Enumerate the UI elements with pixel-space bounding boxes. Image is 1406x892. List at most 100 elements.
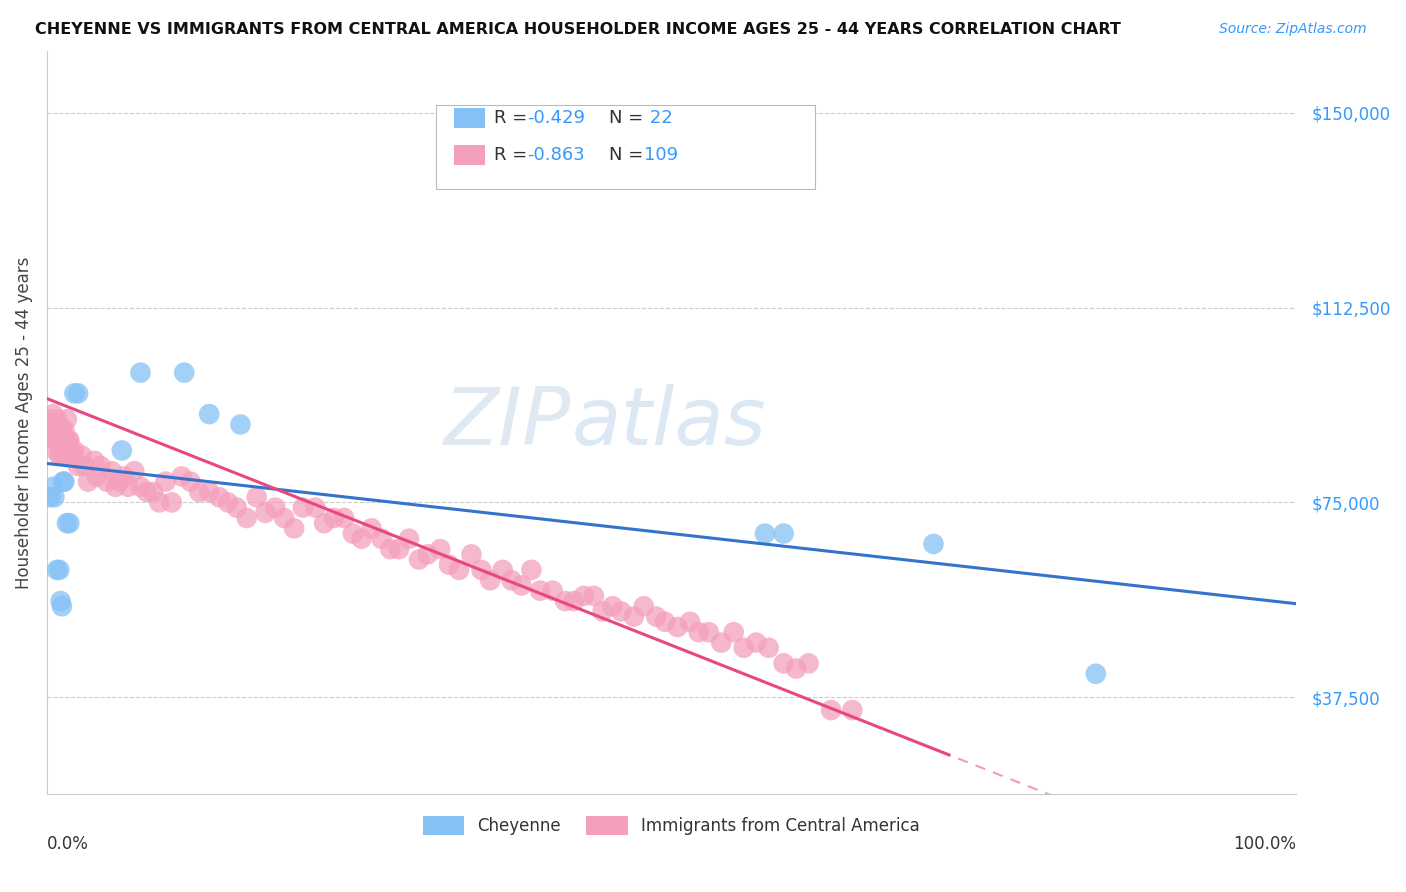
Point (380, 542, 402, 557)
Point (666, 620, 689, 634)
Point (60, 449, 83, 463)
Point (304, 500, 326, 515)
Point (52, 449, 75, 463)
Text: ZIP: ZIP (444, 384, 571, 461)
Point (117, 480, 139, 494)
Point (67, 458, 90, 473)
Point (56, 412, 79, 426)
Point (520, 563, 543, 577)
Point (460, 547, 482, 561)
Point (733, 640, 755, 655)
Point (111, 443, 134, 458)
Point (77, 475, 100, 489)
Point (53, 475, 76, 489)
Point (44, 433, 66, 447)
Point (45, 433, 67, 447)
Text: R =: R = (494, 146, 533, 164)
Point (59, 443, 82, 458)
Point (101, 464, 124, 478)
Point (124, 464, 146, 478)
Point (188, 485, 211, 500)
Point (51, 599, 73, 614)
Point (51, 423, 73, 437)
Point (58, 433, 80, 447)
Point (155, 475, 177, 489)
Point (129, 366, 152, 380)
Point (283, 521, 305, 535)
Text: N =: N = (609, 109, 648, 127)
Point (758, 640, 780, 655)
Point (246, 490, 269, 504)
Point (323, 511, 346, 525)
Point (314, 516, 336, 531)
Point (42, 423, 65, 437)
Point (39, 412, 62, 426)
Point (254, 506, 277, 520)
Point (45, 563, 67, 577)
Point (688, 625, 710, 640)
Point (86, 469, 108, 483)
Point (610, 604, 633, 618)
Point (129, 480, 152, 494)
Point (697, 625, 720, 640)
Point (235, 511, 257, 525)
Point (229, 417, 252, 432)
Text: N =: N = (609, 146, 648, 164)
Point (104, 480, 127, 494)
Point (73, 458, 96, 473)
Point (217, 495, 239, 509)
Y-axis label: Householder Income Ages 25 - 44 years: Householder Income Ages 25 - 44 years (15, 256, 32, 589)
Point (198, 485, 221, 500)
Point (179, 475, 201, 489)
Point (49, 594, 72, 608)
Point (510, 578, 533, 592)
Text: Source: ZipAtlas.com: Source: ZipAtlas.com (1219, 22, 1367, 37)
Point (45, 412, 67, 426)
Point (447, 563, 470, 577)
Text: atlas: atlas (571, 384, 766, 461)
Point (48, 428, 70, 442)
Point (797, 657, 820, 671)
Point (723, 625, 745, 640)
Point (45, 428, 67, 442)
Point (408, 552, 430, 566)
Point (772, 526, 794, 541)
Point (529, 583, 551, 598)
Point (562, 594, 585, 608)
Point (572, 589, 595, 603)
Point (51, 449, 73, 463)
Point (333, 511, 356, 525)
Point (264, 500, 287, 515)
Point (360, 521, 382, 535)
Point (55, 443, 77, 458)
Point (170, 469, 193, 483)
Point (623, 609, 645, 624)
Point (645, 609, 668, 624)
Point (53, 423, 76, 437)
Point (479, 574, 502, 588)
Point (173, 366, 195, 380)
Point (582, 589, 605, 603)
Point (48, 563, 70, 577)
Point (42, 480, 65, 494)
Legend: Cheyenne, Immigrants from Central America: Cheyenne, Immigrants from Central Americ… (416, 809, 927, 842)
Text: CHEYENNE VS IMMIGRANTS FROM CENTRAL AMERICA HOUSEHOLDER INCOME AGES 25 - 44 YEAR: CHEYENNE VS IMMIGRANTS FROM CENTRAL AMER… (35, 22, 1121, 37)
Point (554, 594, 576, 608)
Point (96, 475, 118, 489)
Point (654, 615, 676, 629)
Point (710, 635, 733, 649)
Point (592, 604, 614, 618)
Point (820, 703, 842, 717)
Point (841, 703, 863, 717)
Text: 22: 22 (644, 109, 672, 127)
Point (135, 485, 157, 500)
Point (39, 490, 62, 504)
Point (273, 511, 295, 525)
Point (208, 490, 231, 504)
Point (785, 661, 807, 675)
Point (679, 615, 702, 629)
Point (416, 547, 439, 561)
Point (745, 635, 768, 649)
Point (108, 475, 131, 489)
Point (225, 500, 247, 515)
